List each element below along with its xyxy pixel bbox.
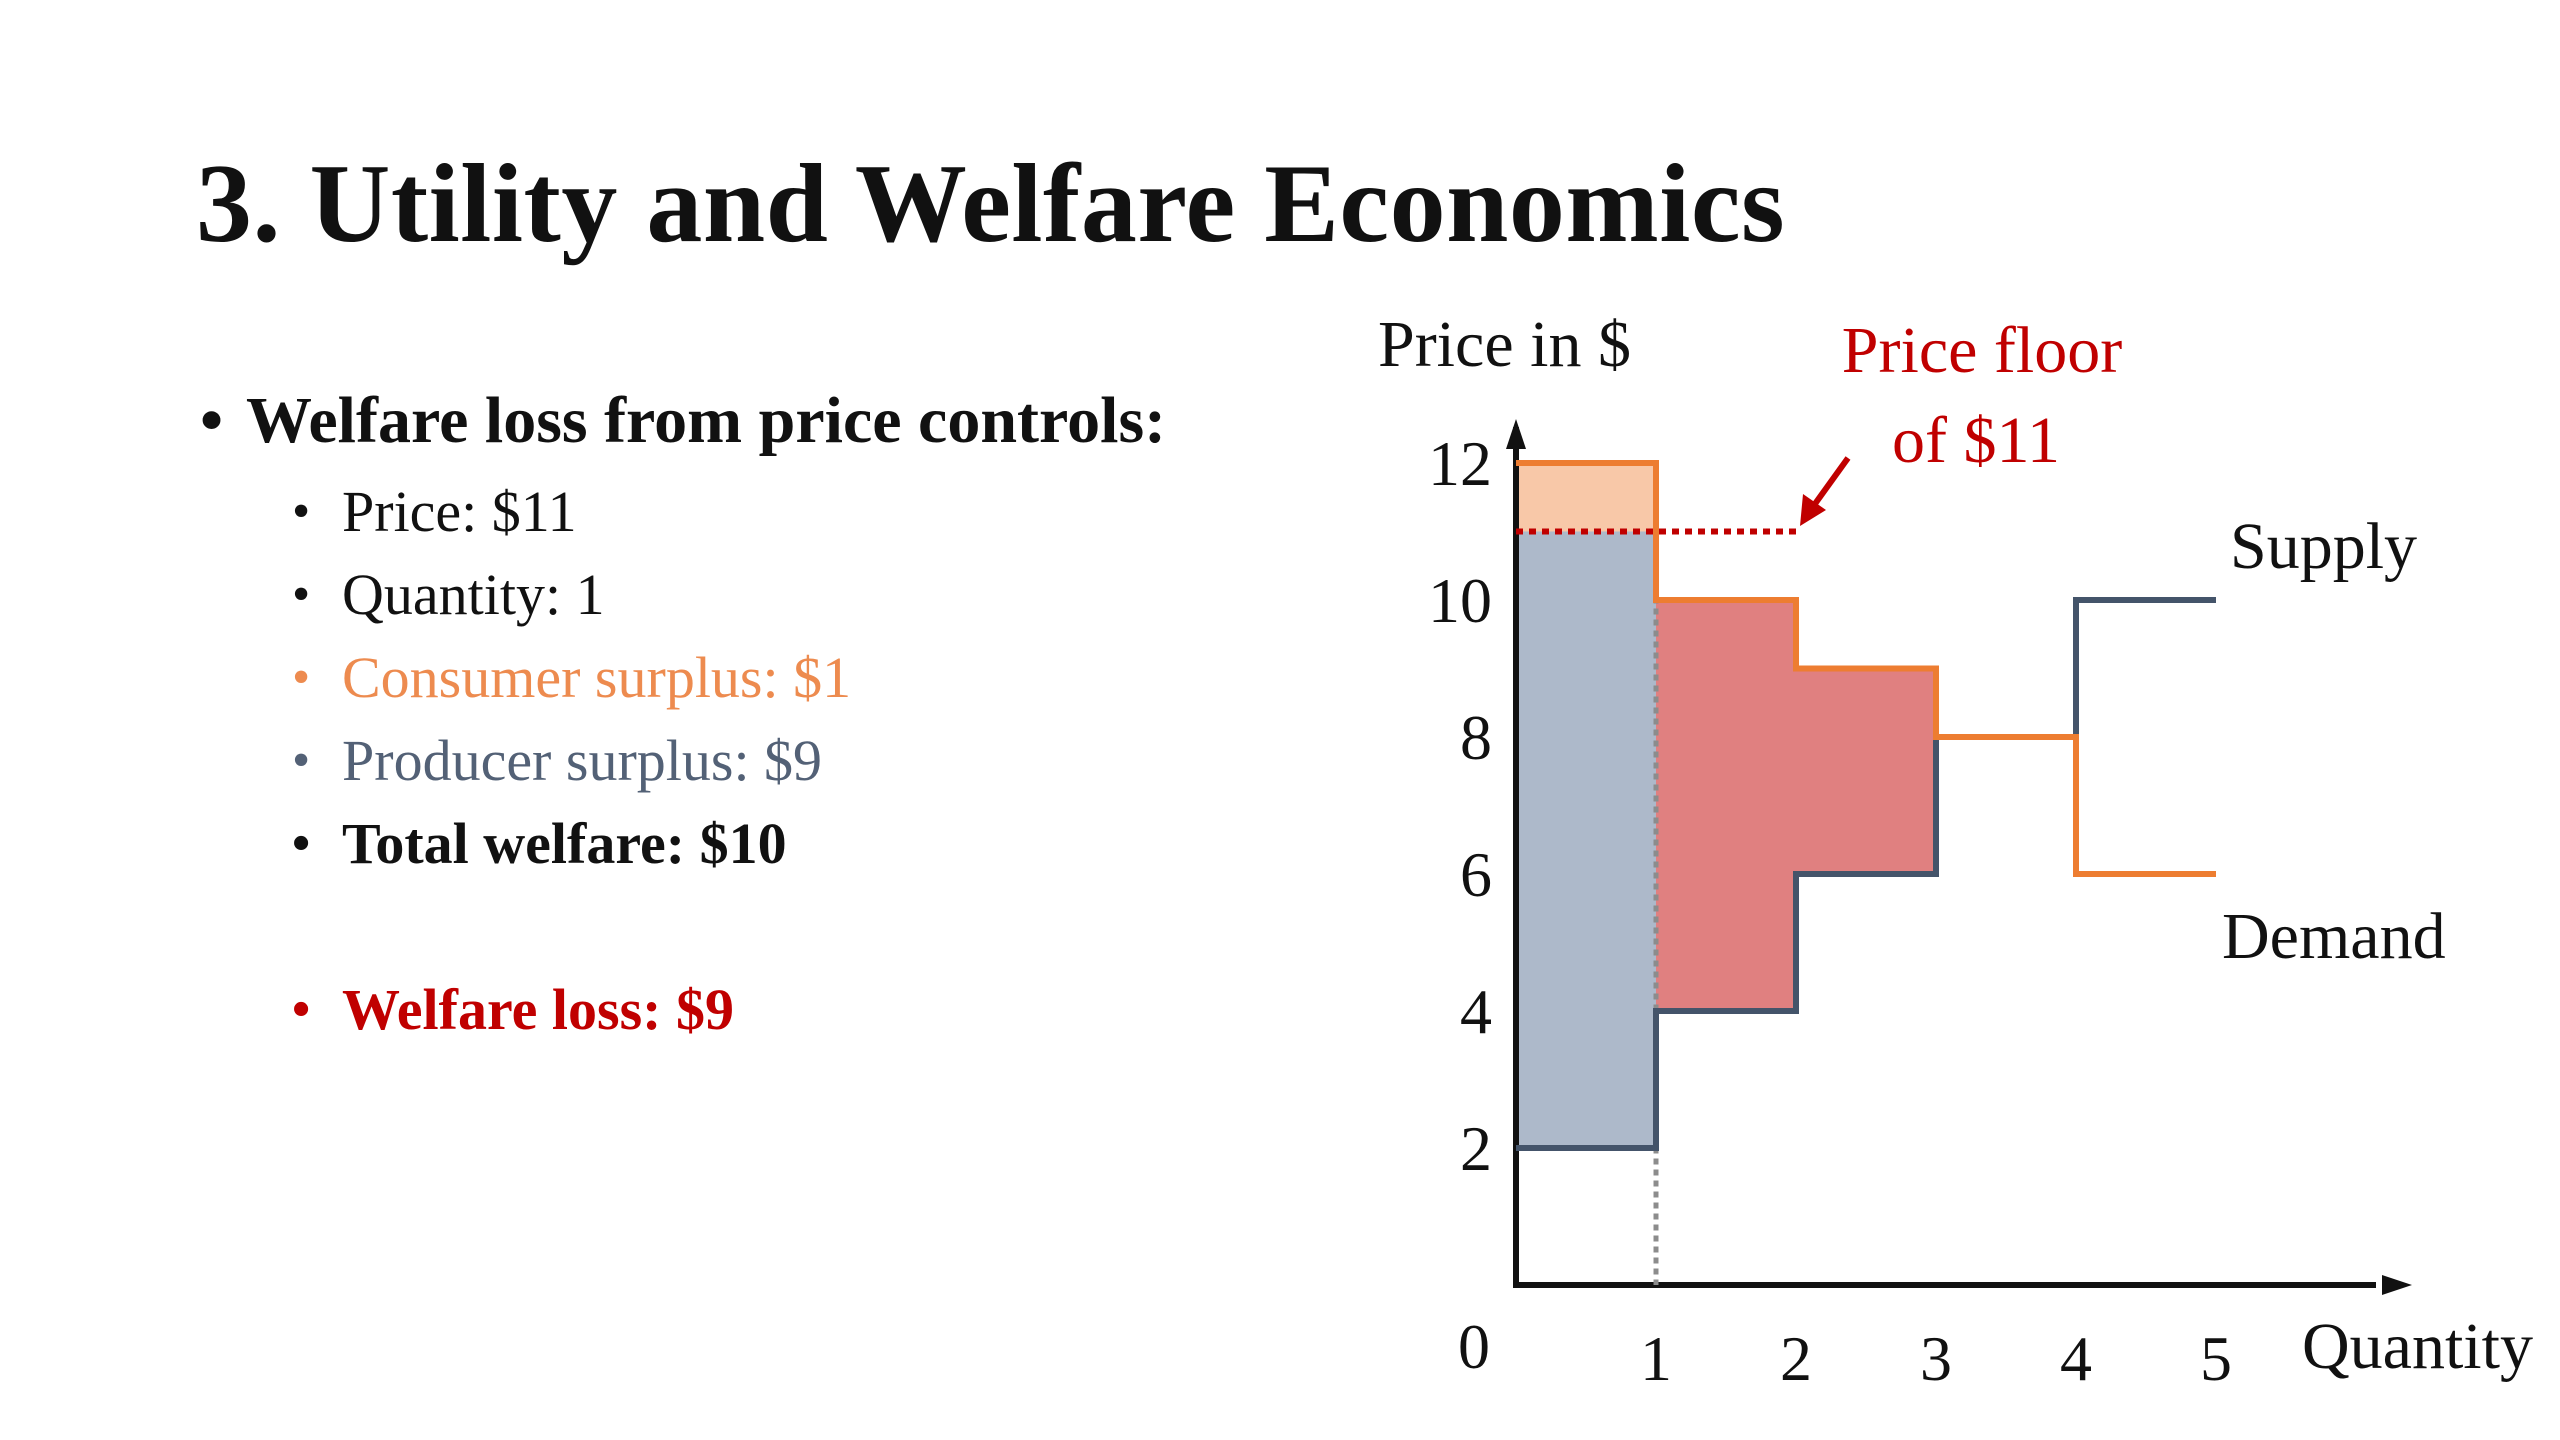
sub-bullet-consumer-surplus: • Consumer surplus: $1: [292, 636, 1350, 719]
sub-bullet-text: Welfare loss: $9: [342, 977, 734, 1042]
supply-line: [1516, 597, 2216, 1151]
bullet-list: • Welfare loss from price controls: • Pri…: [200, 380, 1350, 1051]
main-bullet-text: Welfare loss from price controls:: [246, 384, 1167, 457]
y-tick-label: 10: [1428, 565, 1492, 636]
sub-bullet-total-welfare: • Total welfare: $10: [292, 802, 1350, 885]
supply-label: Supply: [2230, 510, 2417, 583]
y-tick-label: 2: [1460, 1113, 1492, 1184]
slide-title: 3. Utility and Welfare Economics: [196, 142, 1786, 266]
origin-label: 0: [1458, 1311, 1490, 1382]
annotation-arrow-head: [1800, 494, 1826, 526]
bullet-dot: •: [292, 566, 311, 623]
bullet-dot: •: [292, 815, 311, 872]
x-tick-label: 2: [1780, 1323, 1812, 1394]
y-axis-label: Price in $: [1378, 308, 1631, 381]
price-floor-label: Price floor: [1842, 314, 2122, 387]
consumer-surplus-area: [1516, 463, 1656, 532]
y-axis-arrow: [1506, 419, 1526, 449]
y-tick-label: 6: [1460, 839, 1492, 910]
bullet-dot: •: [292, 649, 311, 706]
demand-line: [1516, 460, 2216, 877]
producer-surplus-area: [1516, 531, 1656, 1148]
sub-bullet-text: Total welfare: $10: [342, 811, 787, 876]
bullet-dot: •: [292, 483, 311, 540]
sub-bullet-text: Price: $11: [342, 479, 577, 544]
x-axis-label: Quantity: [2302, 1310, 2533, 1383]
y-tick-label: 12: [1428, 428, 1492, 499]
x-tick-label: 3: [1920, 1323, 1952, 1394]
main-bullet: • Welfare loss from price controls:: [200, 380, 1350, 462]
welfare-loss-area: [1656, 600, 1936, 1011]
bullet-dot: •: [292, 981, 311, 1038]
price-floor-value-label: of $11: [1892, 404, 2060, 477]
sub-bullet-welfare-loss: • Welfare loss: $9: [292, 968, 1350, 1051]
x-tick-label: 1: [1640, 1323, 1672, 1394]
x-tick-label: 4: [2060, 1323, 2092, 1394]
annotation-arrow-shaft: [1809, 456, 1851, 510]
sub-bullet-text: Consumer surplus: $1: [342, 645, 852, 710]
sub-bullet-price: • Price: $11: [292, 470, 1350, 553]
x-axis-arrow: [2382, 1275, 2412, 1295]
demand-label: Demand: [2222, 900, 2446, 973]
y-tick-label: 4: [1460, 976, 1492, 1047]
bullet-dot: •: [292, 732, 311, 789]
sub-bullet-producer-surplus: • Producer surplus: $9: [292, 719, 1350, 802]
y-tick-label: 8: [1460, 702, 1492, 773]
sub-bullet-text: Quantity: 1: [342, 562, 605, 627]
sub-bullet-list: • Price: $11 • Quantity: 1 • Consumer surpl…: [200, 470, 1350, 1051]
x-tick-label: 5: [2200, 1323, 2232, 1394]
bullet-dot: •: [200, 384, 224, 457]
sub-bullet-text: Producer surplus: $9: [342, 728, 823, 793]
sub-bullet-quantity: • Quantity: 1: [292, 553, 1350, 636]
